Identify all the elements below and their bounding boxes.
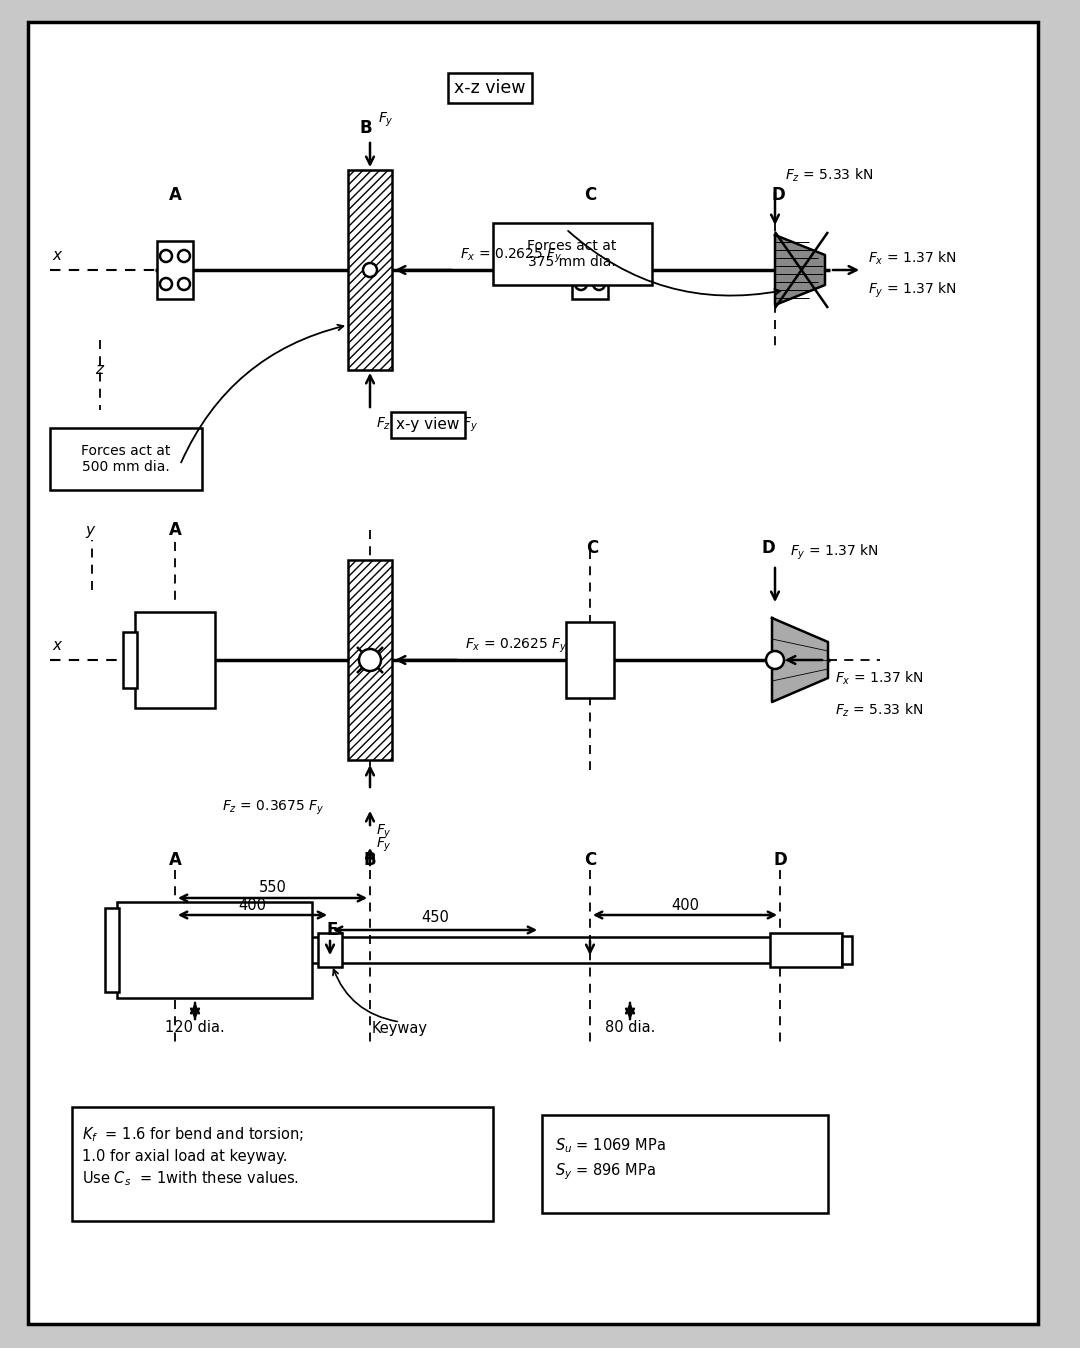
Text: x: x	[52, 248, 60, 263]
FancyBboxPatch shape	[492, 222, 652, 284]
Text: $S_u$ = 1069 MPa: $S_u$ = 1069 MPa	[555, 1136, 665, 1155]
FancyBboxPatch shape	[50, 429, 202, 491]
Text: 550: 550	[258, 880, 286, 895]
Text: $F_y$: $F_y$	[376, 822, 392, 841]
Circle shape	[359, 648, 381, 671]
Text: C: C	[584, 851, 596, 869]
Text: 450: 450	[421, 910, 449, 926]
Text: Use $C_s$  = 1with these values.: Use $C_s$ = 1with these values.	[82, 1170, 299, 1189]
Circle shape	[766, 651, 784, 669]
Bar	[135, 612, 215, 708]
Bar	[770, 933, 842, 967]
Bar	[566, 621, 615, 698]
Bar	[117, 902, 312, 998]
Circle shape	[178, 249, 190, 262]
FancyBboxPatch shape	[542, 1115, 828, 1213]
Text: $F_y$: $F_y$	[376, 836, 392, 855]
Polygon shape	[775, 235, 825, 305]
Circle shape	[593, 249, 605, 262]
Polygon shape	[772, 617, 828, 702]
Circle shape	[160, 278, 172, 290]
Circle shape	[593, 278, 605, 290]
Circle shape	[575, 249, 588, 262]
Circle shape	[363, 263, 377, 276]
Text: B: B	[360, 119, 373, 137]
Bar	[105, 909, 119, 992]
Text: $S_y$ = 896 MPa: $S_y$ = 896 MPa	[555, 1162, 656, 1182]
Text: $F_y$ = 1.37 kN: $F_y$ = 1.37 kN	[868, 280, 957, 299]
Text: $F_x$ = 1.37 kN: $F_x$ = 1.37 kN	[868, 249, 957, 267]
Bar	[572, 241, 608, 299]
FancyBboxPatch shape	[72, 1107, 492, 1221]
Text: C: C	[584, 186, 596, 204]
Bar	[842, 936, 852, 964]
Text: $K_f$  = 1.6 for bend and torsion;: $K_f$ = 1.6 for bend and torsion;	[82, 1126, 303, 1144]
Circle shape	[575, 278, 588, 290]
Text: Keyway: Keyway	[372, 1020, 428, 1035]
Text: D: D	[771, 186, 785, 204]
Bar	[157, 241, 193, 299]
Text: $F_z$ = 5.33 kN: $F_z$ = 5.33 kN	[785, 166, 874, 183]
Text: A: A	[168, 851, 181, 869]
Text: Forces act at
500 mm dia.: Forces act at 500 mm dia.	[81, 443, 171, 474]
Bar	[123, 632, 137, 687]
Text: 400: 400	[671, 898, 699, 913]
Text: D: D	[773, 851, 787, 869]
Circle shape	[160, 249, 172, 262]
Text: D: D	[761, 539, 774, 557]
Text: B: B	[364, 851, 376, 869]
Text: x-z view: x-z view	[455, 80, 526, 97]
Text: z: z	[95, 363, 103, 377]
Text: $F_y$: $F_y$	[378, 111, 394, 129]
Text: $F_x$ = 0.2625 $F_y$: $F_x$ = 0.2625 $F_y$	[465, 636, 568, 655]
Text: $F_z$ = 0.3675 $F_y$: $F_z$ = 0.3675 $F_y$	[222, 799, 325, 817]
Text: $F_y$ = 1.37 kN: $F_y$ = 1.37 kN	[789, 542, 879, 562]
Text: x-y view: x-y view	[396, 418, 460, 433]
Text: E: E	[326, 921, 338, 940]
Text: C: C	[585, 539, 598, 557]
Text: $F_z$ = 0.3675 $F_y$: $F_z$ = 0.3675 $F_y$	[376, 415, 478, 434]
Circle shape	[178, 278, 190, 290]
Text: x: x	[52, 639, 60, 654]
Text: 120 dia.: 120 dia.	[165, 1020, 225, 1035]
Text: 80 dia.: 80 dia.	[605, 1020, 656, 1035]
Text: 400: 400	[239, 898, 267, 913]
Text: y: y	[85, 523, 94, 538]
Text: Forces act at
375 mm dia.: Forces act at 375 mm dia.	[527, 239, 617, 270]
Text: $F_x$ = 1.37 kN: $F_x$ = 1.37 kN	[835, 670, 923, 686]
Text: 1.0 for axial load at keyway.: 1.0 for axial load at keyway.	[82, 1150, 287, 1165]
Text: A: A	[168, 520, 181, 539]
Text: $F_x$ = 0.2625 $F_y$: $F_x$ = 0.2625 $F_y$	[460, 247, 563, 266]
Bar	[348, 170, 392, 369]
Bar	[348, 559, 392, 760]
Bar	[318, 933, 342, 967]
Text: $F_z$ = 5.33 kN: $F_z$ = 5.33 kN	[835, 701, 923, 718]
Text: A: A	[168, 186, 181, 204]
